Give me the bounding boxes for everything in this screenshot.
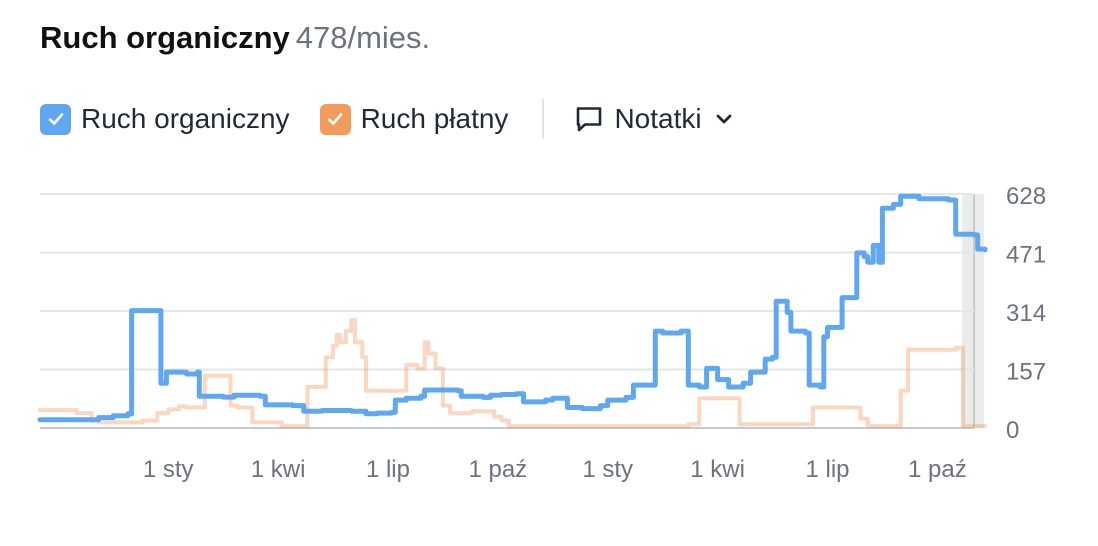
y-tick-label: 0: [1006, 417, 1019, 444]
traffic-value: 478/mies.: [295, 20, 431, 55]
series-layer: [37, 193, 988, 429]
checkbox-organic[interactable]: [40, 103, 71, 135]
comment-icon: [574, 104, 604, 134]
y-tick-label: 471: [1006, 242, 1046, 269]
y-axis: 628 471 314 157 0: [1006, 183, 1046, 444]
legend-label-organic: Ruch organiczny: [81, 103, 290, 134]
series-line-paid: [38, 317, 987, 429]
x-tick-label: 1 lip: [366, 456, 410, 483]
checkbox-paid[interactable]: [319, 103, 351, 135]
check-icon: [48, 113, 63, 125]
grid: [40, 193, 974, 429]
legend-organic[interactable]: Ruch organiczny: [40, 103, 290, 135]
chart-title: Ruch organiczny: [40, 20, 290, 55]
y-tick-label: 157: [1006, 359, 1046, 386]
x-tick-label: 1 kwi: [690, 456, 745, 483]
check-icon: [327, 113, 343, 125]
legend-paid[interactable]: Ruch płatny: [319, 103, 509, 135]
x-tick-label: 1 kwi: [251, 456, 306, 483]
chart-header: Ruch organiczny 478/mies.: [40, 18, 430, 58]
notes-dropdown[interactable]: Notatki: [574, 103, 733, 135]
x-tick-label: 1 paź: [908, 456, 967, 483]
x-tick-label: 1 lip: [805, 456, 849, 483]
legend-label-paid: Ruch płatny: [360, 103, 509, 134]
legend-divider: [542, 99, 545, 139]
y-tick-label: 314: [1006, 300, 1046, 327]
series-line-organic: [37, 193, 988, 423]
x-tick-label: 1 sty: [582, 456, 633, 483]
legend: Ruch organiczny Ruch płatny Notatki: [40, 98, 734, 140]
x-tick-label: 1 paź: [468, 456, 527, 483]
chevron-down-icon: [714, 112, 734, 126]
notes-label: Notatki: [614, 103, 702, 134]
x-tick-label: 1 sty: [143, 456, 194, 483]
y-tick-label: 628: [1006, 183, 1046, 210]
x-axis: 1 sty 1 kwi 1 lip 1 paź 1 sty 1 kwi 1 lip 1 paź: [143, 456, 967, 483]
